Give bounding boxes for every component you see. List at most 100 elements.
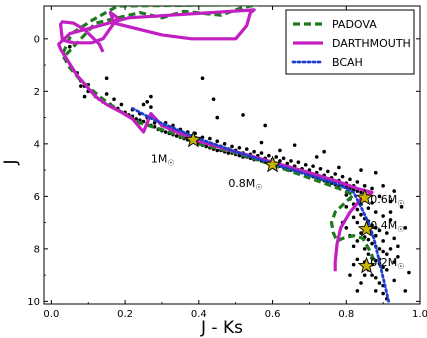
data-point bbox=[112, 97, 116, 102]
data-point bbox=[241, 113, 245, 117]
y-tick-label: 0 bbox=[34, 34, 40, 45]
mass-label: 1M☉ bbox=[151, 152, 175, 167]
mass-label: 0.4M☉ bbox=[370, 219, 404, 234]
data-point bbox=[381, 214, 385, 218]
data-point bbox=[200, 76, 205, 81]
data-point bbox=[237, 145, 242, 150]
y-tick-label: 6 bbox=[34, 192, 40, 203]
mass-annotations: 1M☉0.8M☉0.6M☉0.4M☉0.2M☉ bbox=[151, 130, 404, 274]
data-point bbox=[351, 262, 356, 267]
mass-label-sun-symbol: ☉ bbox=[255, 183, 262, 192]
data-point bbox=[79, 84, 83, 88]
data-point bbox=[377, 247, 382, 251]
data-point bbox=[385, 252, 389, 256]
data-point bbox=[407, 270, 411, 275]
data-point bbox=[208, 136, 212, 141]
legend-label-darthmouth: DARTHMOUTH bbox=[332, 37, 411, 50]
series-line-bcah bbox=[131, 107, 391, 303]
data-point bbox=[174, 134, 179, 138]
data-point bbox=[149, 94, 153, 99]
data-point bbox=[333, 172, 338, 176]
data-point bbox=[381, 184, 385, 188]
data-point bbox=[355, 207, 360, 212]
data-point bbox=[281, 156, 286, 161]
data-point bbox=[355, 239, 360, 243]
data-point bbox=[355, 257, 360, 262]
data-point bbox=[403, 289, 408, 293]
data-point bbox=[348, 273, 352, 277]
mass-star-marker bbox=[357, 219, 376, 237]
scatter-points bbox=[68, 44, 411, 301]
data-point bbox=[322, 149, 326, 154]
data-point bbox=[252, 149, 256, 154]
data-point bbox=[381, 239, 385, 243]
data-point bbox=[259, 151, 264, 155]
data-point bbox=[296, 160, 301, 165]
data-point bbox=[163, 130, 168, 134]
x-tick-label: 0.4 bbox=[191, 309, 207, 320]
data-point bbox=[215, 139, 220, 144]
mass-label-main: 1M bbox=[151, 152, 168, 165]
x-axis-label: J - Ks bbox=[200, 318, 243, 338]
data-point bbox=[119, 102, 124, 107]
data-point bbox=[388, 218, 393, 222]
data-point bbox=[381, 249, 385, 254]
data-point bbox=[149, 105, 153, 109]
x-tick-label: 0.8 bbox=[338, 309, 354, 320]
data-point bbox=[359, 168, 363, 172]
data-point bbox=[359, 190, 363, 195]
data-point bbox=[392, 278, 396, 283]
data-point bbox=[222, 142, 227, 146]
data-point bbox=[392, 236, 396, 241]
data-point bbox=[388, 210, 393, 214]
data-point bbox=[278, 148, 282, 153]
data-point bbox=[366, 237, 371, 242]
legend-label-bcah: BCAH bbox=[332, 56, 363, 69]
data-point bbox=[355, 180, 360, 184]
y-tick-label: 2 bbox=[34, 87, 40, 98]
data-point bbox=[362, 247, 367, 251]
data-point bbox=[392, 260, 396, 264]
y-axis-label: J bbox=[1, 159, 21, 165]
data-point bbox=[359, 281, 363, 285]
data-point bbox=[373, 170, 378, 175]
data-point bbox=[396, 244, 400, 249]
data-point bbox=[366, 206, 371, 210]
data-point bbox=[267, 153, 271, 158]
y-tick-label: 10 bbox=[27, 297, 40, 308]
data-point bbox=[344, 193, 349, 197]
data-point bbox=[104, 92, 109, 96]
data-point bbox=[359, 212, 363, 217]
data-point bbox=[403, 226, 408, 230]
mass-star-marker bbox=[357, 256, 376, 274]
data-point bbox=[104, 76, 109, 81]
data-point bbox=[145, 100, 150, 104]
data-point bbox=[263, 123, 267, 128]
y-tick-label: 4 bbox=[34, 139, 40, 150]
data-point bbox=[340, 174, 345, 179]
data-point bbox=[351, 215, 356, 220]
data-point bbox=[344, 226, 349, 230]
data-point bbox=[244, 147, 249, 151]
plot-area: 1M☉0.8M☉0.6M☉0.4M☉0.2M☉ bbox=[43, 5, 421, 305]
mass-label-sun-symbol: ☉ bbox=[397, 199, 404, 208]
data-point bbox=[230, 144, 234, 149]
data-point bbox=[215, 115, 220, 120]
mass-label: 0.6M☉ bbox=[370, 193, 404, 208]
mass-label: 0.8M☉ bbox=[228, 177, 262, 192]
data-point bbox=[373, 289, 378, 293]
data-point bbox=[385, 231, 389, 235]
data-point bbox=[311, 164, 315, 168]
data-point bbox=[215, 148, 220, 153]
data-point bbox=[396, 254, 400, 259]
mass-star-marker bbox=[263, 155, 282, 173]
data-point bbox=[211, 97, 216, 102]
x-tick-label: 0.6 bbox=[265, 309, 281, 320]
mass-star-marker bbox=[184, 130, 203, 148]
data-point bbox=[141, 102, 146, 107]
mass-label-main: 0.8M bbox=[228, 177, 255, 190]
data-point bbox=[377, 194, 382, 199]
mass-label-sun-symbol: ☉ bbox=[397, 225, 404, 234]
data-point bbox=[355, 220, 360, 225]
